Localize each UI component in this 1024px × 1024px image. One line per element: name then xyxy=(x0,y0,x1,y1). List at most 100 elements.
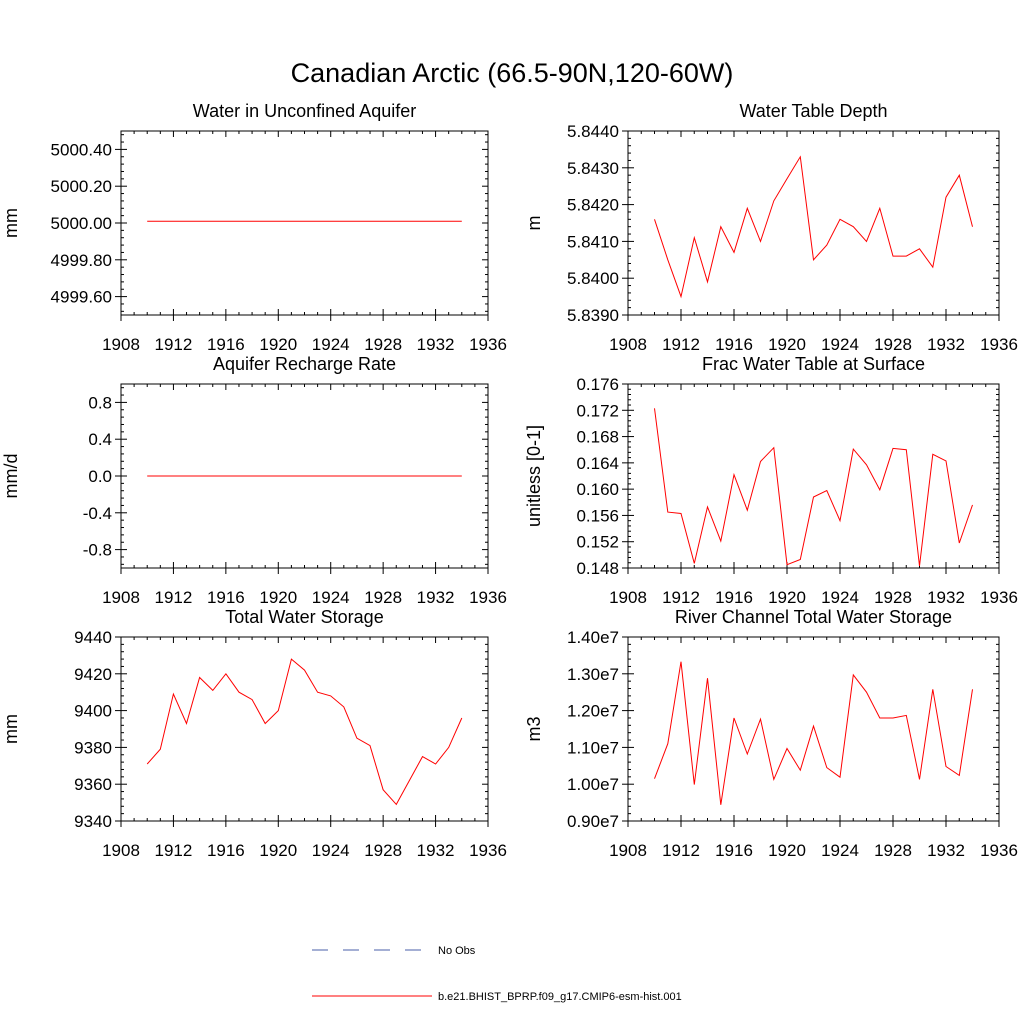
y-tick-label: 0.176 xyxy=(576,375,619,394)
y-tick-label: 9340 xyxy=(74,812,112,831)
x-tick-label: 1920 xyxy=(768,335,806,354)
series-line xyxy=(654,408,973,567)
x-tick-label: 1908 xyxy=(609,841,647,860)
page-title: Canadian Arctic (66.5-90N,120-60W) xyxy=(291,58,734,88)
y-axis-label: mm xyxy=(1,714,21,744)
x-tick-label: 1924 xyxy=(821,335,859,354)
x-tick-label: 1908 xyxy=(609,588,647,607)
x-tick-label: 1912 xyxy=(662,841,700,860)
x-tick-label: 1924 xyxy=(312,841,350,860)
y-axis-label: m3 xyxy=(524,716,544,741)
y-tick-label: 4999.80 xyxy=(51,251,112,270)
y-tick-label: 5.8420 xyxy=(567,196,619,215)
x-tick-label: 1908 xyxy=(609,335,647,354)
panel-title: Aquifer Recharge Rate xyxy=(213,354,396,374)
legend: No Obs b.e21.BHIST_BPRP.f09_g17.CMIP6-es… xyxy=(312,945,682,1003)
panels: Water in Unconfined Aquifer mm 1908 1912 191… xyxy=(1,101,1018,860)
legend-item-no-obs: No Obs xyxy=(312,945,476,957)
x-tick-label: 1928 xyxy=(874,335,912,354)
x-tick-label: 1920 xyxy=(768,588,806,607)
x-tick-label: 1932 xyxy=(927,588,965,607)
x-tick-label: 1936 xyxy=(980,335,1018,354)
y-tick-label: 0.90e7 xyxy=(567,812,619,831)
x-tick-label: 1932 xyxy=(417,841,455,860)
x-tick-label: 1908 xyxy=(102,841,140,860)
x-tick-label: 1932 xyxy=(927,335,965,354)
x-tick-label: 1912 xyxy=(155,335,193,354)
x-tick-label: 1916 xyxy=(715,335,753,354)
x-tick-label: 1916 xyxy=(715,841,753,860)
y-tick-label: 5000.40 xyxy=(51,140,112,159)
x-tick-label: 1936 xyxy=(980,841,1018,860)
x-tick-label: 1932 xyxy=(927,841,965,860)
y-axis-label: unitless [0-1] xyxy=(524,425,544,527)
panel-title: Frac Water Table at Surface xyxy=(702,354,925,374)
y-tick-label: 0.168 xyxy=(576,428,619,447)
y-tick-label: 1.10e7 xyxy=(567,738,619,757)
y-tick-label: 9420 xyxy=(74,665,112,684)
x-tick-label: 1928 xyxy=(874,588,912,607)
y-tick-label: 1.20e7 xyxy=(567,702,619,721)
x-tick-label: 1912 xyxy=(155,588,193,607)
y-tick-label: 0.4 xyxy=(88,430,112,449)
y-tick-label: 1.00e7 xyxy=(567,775,619,794)
x-tick-label: 1924 xyxy=(821,841,859,860)
x-tick-label: 1916 xyxy=(207,841,245,860)
series-line xyxy=(146,658,463,806)
x-tick-label: 1908 xyxy=(102,335,140,354)
panel-title: Total Water Storage xyxy=(225,607,383,627)
x-tick-label: 1912 xyxy=(155,841,193,860)
x-tick-label: 1920 xyxy=(768,841,806,860)
y-tick-label: 5.8440 xyxy=(567,122,619,141)
y-tick-label: 0.156 xyxy=(576,506,619,525)
y-tick-label: 4999.60 xyxy=(51,288,112,307)
plot-frame xyxy=(627,636,1000,822)
y-tick-label: 0.160 xyxy=(576,480,619,499)
x-tick-label: 1928 xyxy=(364,841,402,860)
plot-frame xyxy=(120,636,489,822)
y-axis-label: m xyxy=(524,216,544,231)
y-tick-label: 9380 xyxy=(74,738,112,757)
panel-6: River Channel Total Water Storage m3 1908 1… xyxy=(524,607,1018,860)
x-tick-label: 1924 xyxy=(821,588,859,607)
y-axis-label: mm/d xyxy=(1,454,21,499)
x-tick-label: 1928 xyxy=(874,841,912,860)
y-tick-label: 0.0 xyxy=(88,467,112,486)
y-tick-label: 9400 xyxy=(74,702,112,721)
x-tick-label: 1928 xyxy=(364,588,402,607)
x-tick-label: 1916 xyxy=(715,588,753,607)
x-tick-label: 1936 xyxy=(469,841,507,860)
x-tick-label: 1920 xyxy=(259,588,297,607)
x-tick-label: 1912 xyxy=(662,588,700,607)
y-tick-label: 5.8430 xyxy=(567,159,619,178)
panel-1: Water in Unconfined Aquifer mm 1908 1912 191… xyxy=(1,101,507,354)
x-tick-label: 1912 xyxy=(662,335,700,354)
x-tick-label: 1916 xyxy=(207,335,245,354)
x-tick-label: 1924 xyxy=(312,335,350,354)
x-tick-label: 1932 xyxy=(417,335,455,354)
y-tick-label: 1.30e7 xyxy=(567,665,619,684)
legend-item-model: b.e21.BHIST_BPRP.f09_g17.CMIP6-esm-hist.… xyxy=(312,991,682,1003)
x-tick-label: 1920 xyxy=(259,335,297,354)
y-tick-label: 0.164 xyxy=(576,454,619,473)
panel-title: Water Table Depth xyxy=(739,101,887,121)
panel-3: Aquifer Recharge Rate mm/d 1908 1912 1916 192… xyxy=(1,354,507,607)
plot-frame xyxy=(627,383,1000,569)
y-tick-label: 9440 xyxy=(74,628,112,647)
x-tick-label: 1924 xyxy=(312,588,350,607)
plot-frame xyxy=(627,130,1000,316)
y-tick-label: 0.148 xyxy=(576,559,619,578)
x-tick-label: 1908 xyxy=(102,588,140,607)
y-tick-label: 5000.00 xyxy=(51,214,112,233)
panel-2: Water Table Depth m 1908 1912 1916 1920 1924 19… xyxy=(524,101,1018,354)
y-tick-label: -0.4 xyxy=(83,504,112,523)
y-tick-label: 0.172 xyxy=(576,401,619,420)
x-tick-label: 1920 xyxy=(259,841,297,860)
plot-frame xyxy=(120,130,489,316)
x-tick-label: 1916 xyxy=(207,588,245,607)
y-axis-label: mm xyxy=(1,208,21,238)
y-tick-label: 0.8 xyxy=(88,393,112,412)
series-line xyxy=(654,155,973,299)
panel-4: Frac Water Table at Surface unitless [0-1… xyxy=(524,354,1018,607)
panel-title: Water in Unconfined Aquifer xyxy=(193,101,416,121)
